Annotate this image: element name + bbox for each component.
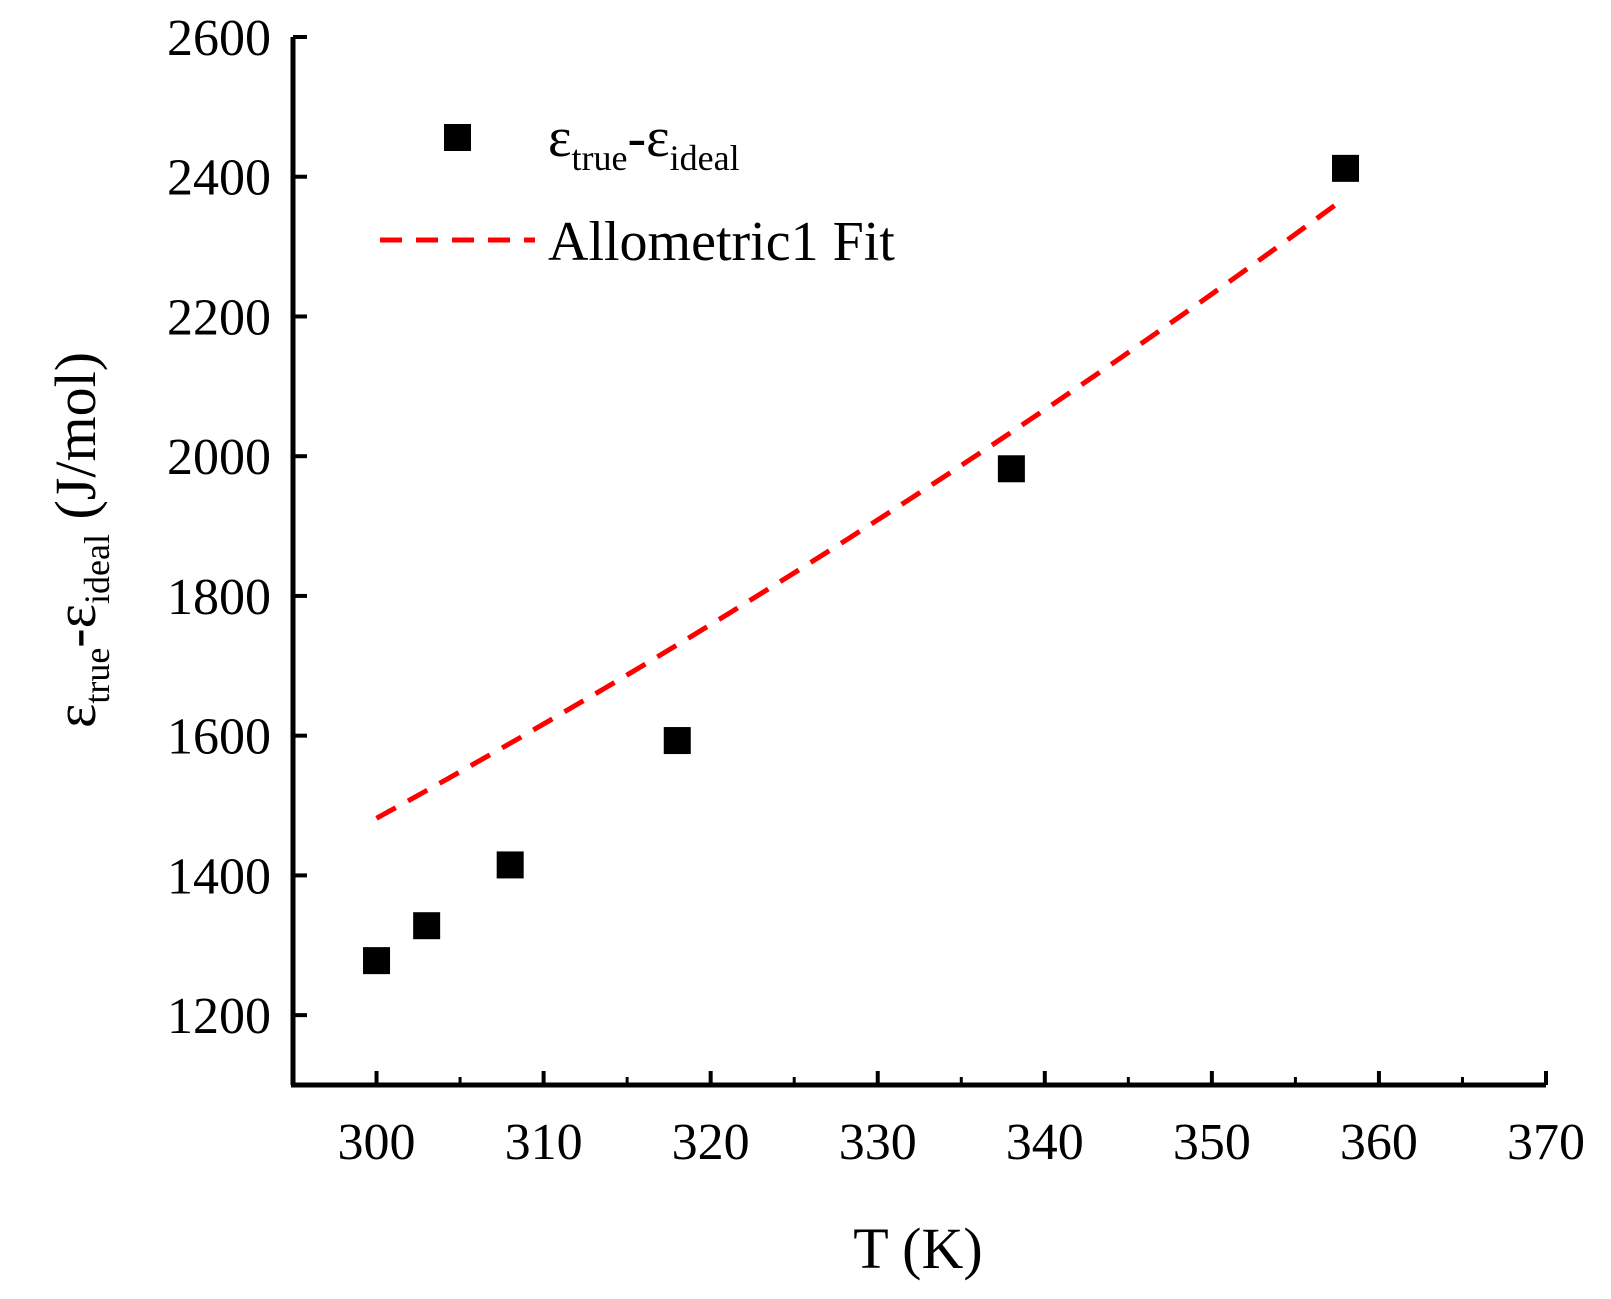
y-title-unit: (J/mol)	[43, 352, 108, 534]
y-tick-label: 1200	[167, 988, 271, 1045]
x-tick-label: 330	[839, 1114, 917, 1171]
y-title-symbol: ε	[43, 704, 108, 728]
legend: εtrue-εideal Allometric1 Fit	[380, 107, 895, 273]
y-title-sub-ideal: ideal	[77, 534, 117, 604]
data-point	[663, 727, 691, 755]
y-tick-label: 2600	[167, 10, 271, 67]
data-point	[1332, 154, 1360, 182]
y-tick-label: 2400	[167, 150, 271, 207]
y-tick-label: 2200	[167, 289, 271, 346]
x-tick-label: 360	[1340, 1114, 1418, 1171]
x-tick-label: 310	[505, 1114, 583, 1171]
data-points	[363, 154, 1360, 975]
data-point	[363, 947, 391, 975]
x-tick-label: 340	[1006, 1114, 1084, 1171]
legend-label-data: εtrue-εideal	[548, 107, 740, 178]
y-tick-label: 1800	[167, 569, 271, 626]
y-title-symbol-2: ε	[43, 604, 108, 628]
fit-line	[375, 195, 1347, 821]
y-ticks: 1200 1400 1600 1800 2000 2200 2400 2600	[167, 10, 307, 1045]
legend-sub-ideal: ideal	[670, 138, 740, 178]
y-title-sub-true: true	[77, 648, 117, 704]
x-tick-label: 300	[338, 1114, 416, 1171]
x-tick-label: 320	[672, 1114, 750, 1171]
fit-line-group	[375, 195, 1347, 821]
legend-symbol-2: ε	[646, 107, 670, 169]
data-point	[496, 851, 524, 879]
legend-marker-square	[444, 124, 471, 151]
legend-sub-true: true	[572, 138, 628, 178]
x-axis-title: T (K)	[853, 1216, 982, 1281]
y-title-dash: -	[43, 628, 108, 647]
legend-symbol: ε	[548, 107, 572, 169]
y-axis-title: εtrue-εideal (J/mol)	[43, 352, 117, 728]
y-tick-label: 1400	[167, 848, 271, 905]
x-tick-label: 350	[1173, 1114, 1251, 1171]
data-point	[997, 455, 1025, 483]
y-tick-label: 2000	[167, 429, 271, 486]
x-tick-label: 370	[1507, 1114, 1585, 1171]
legend-dash: -	[627, 107, 646, 169]
data-point	[413, 912, 441, 940]
x-ticks: 300 310 320 330 340 350 360 370	[338, 1071, 1585, 1171]
y-tick-label: 1600	[167, 709, 271, 766]
legend-label-fit: Allometric1 Fit	[548, 211, 895, 273]
